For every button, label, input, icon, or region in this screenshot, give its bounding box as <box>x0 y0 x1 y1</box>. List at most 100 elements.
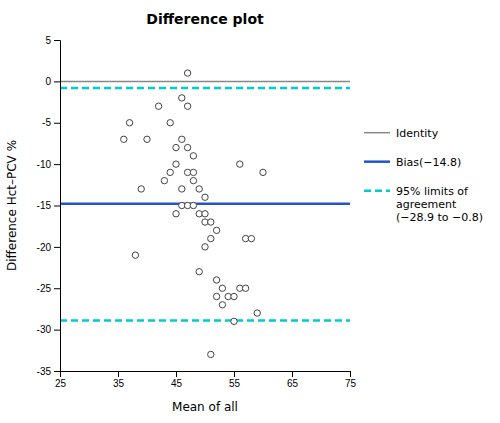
point <box>179 136 185 142</box>
reference-line <box>60 87 350 90</box>
reference-line <box>60 81 350 83</box>
point <box>132 252 138 258</box>
x-tick-mark <box>350 371 351 377</box>
y-tick-label: -10 <box>37 159 52 170</box>
y-tick: -20 <box>37 242 60 253</box>
reference-line <box>60 319 350 322</box>
x-tick-label: 25 <box>55 378 67 389</box>
legend-item: Bias(−14.8) <box>364 156 461 169</box>
point <box>144 136 150 142</box>
legend-label: 95% limits ofagreement(−28.9 to −0.8) <box>396 185 483 224</box>
x-tick-mark <box>292 371 293 377</box>
y-tick-mark <box>54 123 60 124</box>
y-axis: -35 -30 -25 -20 -15 -10 -5 0 5 <box>37 35 61 377</box>
y-tick: 5 <box>45 35 60 46</box>
point <box>248 235 254 241</box>
point <box>219 302 225 308</box>
x-tick: 65 <box>287 371 299 389</box>
point <box>213 293 219 299</box>
point <box>179 186 185 192</box>
point <box>196 269 202 275</box>
point <box>184 144 190 150</box>
y-tick: -25 <box>37 283 60 294</box>
y-tick-label: -35 <box>37 366 52 377</box>
x-tick-mark <box>118 371 119 377</box>
x-tick-label: 65 <box>287 378 299 389</box>
point <box>202 244 208 250</box>
point <box>173 161 179 167</box>
y-tick: -10 <box>37 159 60 170</box>
legend-swatch <box>364 189 390 192</box>
point <box>196 186 202 192</box>
point <box>208 351 214 357</box>
y-tick-mark <box>54 247 60 248</box>
y-axis-line <box>54 41 61 372</box>
legend-swatch <box>364 132 390 134</box>
x-tick: 35 <box>113 371 125 389</box>
x-tick: 55 <box>229 371 241 389</box>
legend-item: 95% limits ofagreement(−28.9 to −0.8) <box>364 185 483 224</box>
point <box>184 70 190 76</box>
point <box>161 177 167 183</box>
x-tick-label: 55 <box>229 378 241 389</box>
legend: Identity Bias(−14.8) 95% limits ofagreemen… <box>364 127 483 224</box>
reference-line <box>60 203 350 206</box>
y-tick-label: -30 <box>37 324 52 335</box>
point <box>202 194 208 200</box>
x-axis: 25 35 45 55 65 75 <box>55 371 357 389</box>
x-tick-mark <box>176 371 177 377</box>
y-tick-mark <box>54 330 60 331</box>
point <box>208 235 214 241</box>
point <box>202 211 208 217</box>
point <box>208 219 214 225</box>
y-tick-mark <box>54 164 60 165</box>
x-tick-label: 75 <box>345 378 357 389</box>
point <box>231 318 237 324</box>
point <box>184 103 190 109</box>
point <box>126 120 132 126</box>
y-tick-mark <box>54 40 60 41</box>
point <box>260 169 266 175</box>
legend-swatch <box>364 160 390 163</box>
y-tick: -35 <box>37 366 60 377</box>
x-tick: 45 <box>171 371 183 389</box>
point <box>237 161 243 167</box>
y-tick: -15 <box>37 200 60 211</box>
x-tick-label: 35 <box>113 378 125 389</box>
point <box>173 211 179 217</box>
legend-label: Identity <box>396 127 439 140</box>
point <box>190 177 196 183</box>
y-tick-label: -20 <box>37 242 52 253</box>
x-tick-label: 45 <box>171 378 183 389</box>
x-tick: 75 <box>345 371 357 389</box>
y-tick: -5 <box>42 117 60 128</box>
chart: 25 35 45 55 65 75 -35 -30 -25 -20 -15 -10 -5 0 5 Differ… <box>0 0 500 423</box>
y-tick-mark <box>54 206 60 207</box>
legend-label: Bias(−14.8) <box>396 156 461 169</box>
point <box>167 169 173 175</box>
plot: 25 35 45 55 65 75 -35 -30 -25 -20 -15 -10 -5 0 5 <box>37 35 357 389</box>
title: Difference plot <box>146 11 264 27</box>
point <box>213 277 219 283</box>
y-tick-mark <box>54 371 60 372</box>
point <box>121 136 127 142</box>
y-tick: 0 <box>45 76 60 87</box>
x-tick: 25 <box>55 371 67 389</box>
point <box>155 103 161 109</box>
marks <box>60 70 350 358</box>
y-tick-mark <box>54 81 60 82</box>
y-tick-label: -5 <box>42 117 51 128</box>
legend-item: Identity <box>364 127 439 140</box>
point <box>173 144 179 150</box>
y-axis-title: Difference Hct–PCV % <box>5 140 19 271</box>
y-tick-label: 0 <box>45 76 51 87</box>
x-axis-line <box>61 372 351 378</box>
point <box>138 186 144 192</box>
y-tick: -30 <box>37 324 60 335</box>
x-axis-title: Mean of all <box>172 400 238 414</box>
point <box>190 169 196 175</box>
point <box>167 120 173 126</box>
y-tick-mark <box>54 288 60 289</box>
y-tick-label: -25 <box>37 283 52 294</box>
point <box>254 310 260 316</box>
